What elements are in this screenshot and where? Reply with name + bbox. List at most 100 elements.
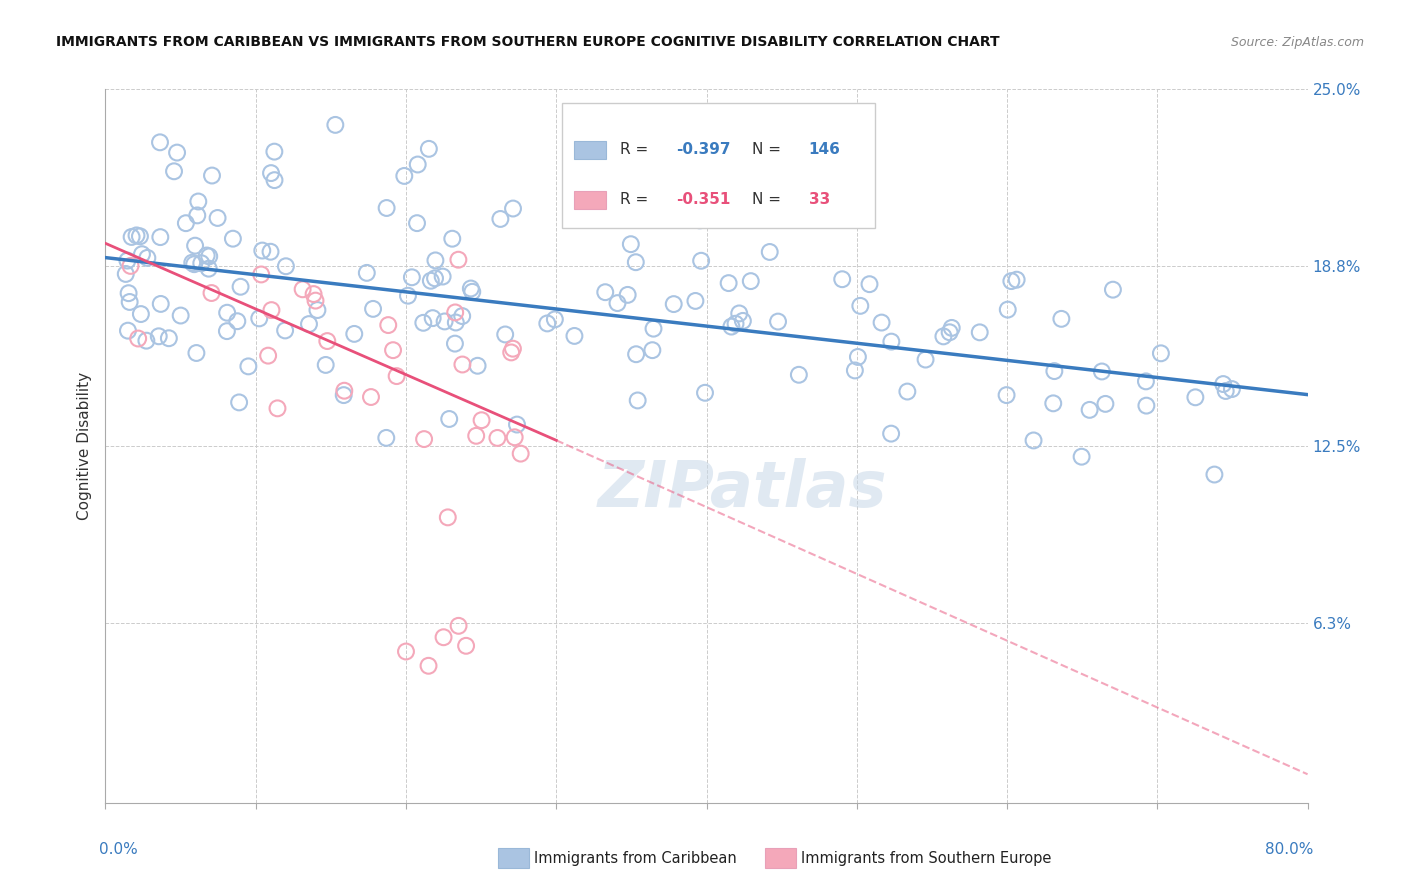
- Point: [451, 309, 474, 323]
- Point: [114, 267, 136, 281]
- Text: Source: ZipAtlas.com: Source: ZipAtlas.com: [1230, 36, 1364, 49]
- Point: [693, 385, 716, 400]
- Point: [436, 510, 458, 524]
- Point: [503, 430, 526, 444]
- Text: R =: R =: [620, 193, 652, 207]
- Point: [880, 426, 903, 441]
- Point: [624, 255, 647, 269]
- Point: [720, 319, 742, 334]
- Point: [252, 244, 274, 258]
- Point: [259, 244, 281, 259]
- Point: [758, 244, 780, 259]
- Point: [290, 40, 312, 54]
- Point: [394, 169, 416, 183]
- Point: [444, 336, 467, 351]
- Point: [641, 343, 664, 358]
- Point: [412, 316, 434, 330]
- Text: N =: N =: [752, 193, 786, 207]
- Point: [433, 314, 456, 328]
- Point: [766, 315, 789, 329]
- Point: [121, 230, 143, 244]
- Point: [1022, 434, 1045, 448]
- Point: [690, 253, 713, 268]
- Point: [395, 644, 418, 658]
- Point: [1043, 364, 1066, 378]
- Point: [896, 384, 918, 399]
- Point: [228, 395, 250, 409]
- Point: [385, 369, 408, 384]
- Point: [1150, 346, 1173, 360]
- Point: [624, 347, 647, 361]
- Point: [118, 295, 141, 310]
- Point: [544, 312, 567, 326]
- Y-axis label: Cognitive Disability: Cognitive Disability: [76, 372, 91, 520]
- Point: [135, 334, 157, 348]
- Point: [333, 384, 356, 398]
- Point: [263, 173, 285, 187]
- Point: [995, 388, 1018, 402]
- Point: [489, 211, 512, 226]
- Point: [831, 272, 853, 286]
- FancyBboxPatch shape: [574, 141, 606, 159]
- Text: Immigrants from Caribbean: Immigrants from Caribbean: [534, 851, 737, 865]
- Point: [307, 303, 329, 318]
- Point: [486, 431, 509, 445]
- Point: [432, 269, 454, 284]
- Point: [1204, 467, 1226, 482]
- Point: [451, 358, 474, 372]
- Point: [136, 251, 159, 265]
- Point: [423, 271, 446, 285]
- Point: [229, 279, 252, 293]
- Point: [360, 390, 382, 404]
- Point: [969, 326, 991, 340]
- Point: [304, 293, 326, 308]
- Point: [195, 248, 218, 262]
- Point: [332, 388, 354, 402]
- Point: [238, 359, 260, 374]
- Point: [731, 314, 754, 328]
- Point: [461, 285, 484, 299]
- Point: [117, 253, 139, 268]
- Point: [181, 255, 204, 269]
- Point: [494, 327, 516, 342]
- Point: [880, 334, 903, 349]
- Point: [1184, 390, 1206, 404]
- Point: [941, 321, 963, 335]
- Point: [174, 216, 197, 230]
- Point: [356, 266, 378, 280]
- Text: 146: 146: [808, 143, 841, 157]
- Point: [1135, 399, 1157, 413]
- Point: [247, 311, 270, 326]
- Point: [186, 346, 208, 360]
- Point: [166, 145, 188, 160]
- Point: [406, 157, 429, 171]
- Text: 33: 33: [808, 193, 830, 207]
- Point: [447, 252, 470, 267]
- Point: [616, 288, 638, 302]
- Point: [662, 297, 685, 311]
- Point: [1135, 375, 1157, 389]
- Text: ZIPatlas: ZIPatlas: [598, 458, 887, 520]
- Point: [914, 352, 936, 367]
- Point: [413, 432, 436, 446]
- Point: [260, 166, 283, 180]
- Point: [315, 358, 337, 372]
- Point: [197, 261, 219, 276]
- Point: [536, 317, 558, 331]
- Text: -0.351: -0.351: [676, 193, 731, 207]
- Point: [163, 164, 186, 178]
- Point: [502, 202, 524, 216]
- Point: [149, 136, 172, 150]
- Point: [1050, 311, 1073, 326]
- Text: Immigrants from Southern Europe: Immigrants from Southern Europe: [801, 851, 1052, 865]
- Point: [149, 230, 172, 244]
- Point: [685, 293, 707, 308]
- Point: [509, 447, 531, 461]
- Point: [222, 232, 245, 246]
- Point: [302, 287, 325, 301]
- Point: [117, 324, 139, 338]
- Point: [1212, 377, 1234, 392]
- Point: [1042, 396, 1064, 410]
- Point: [343, 326, 366, 341]
- Point: [184, 238, 207, 252]
